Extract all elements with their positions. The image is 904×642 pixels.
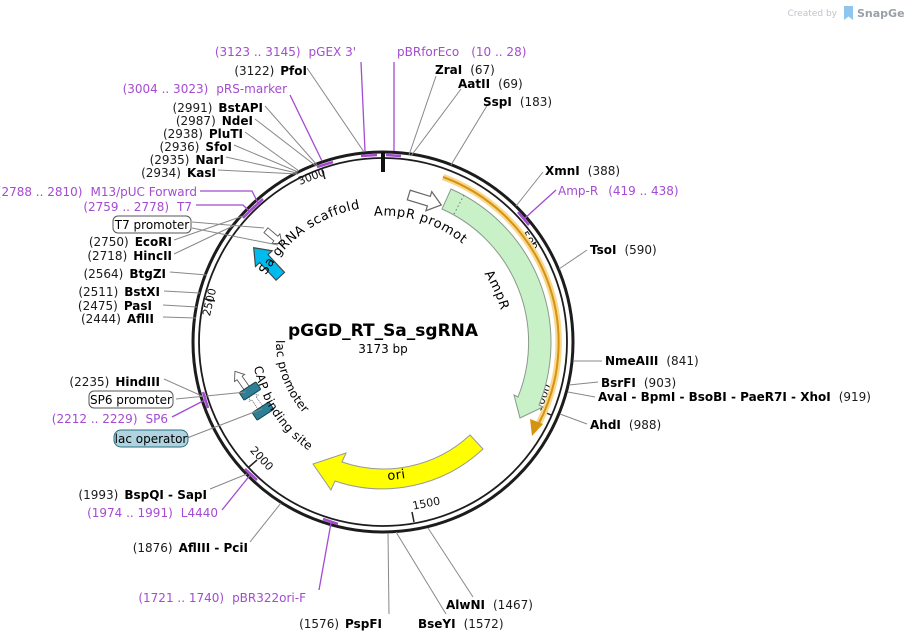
site-label-aatII[interactable]: AatII (69) (458, 77, 523, 91)
primer-label-prs-marker[interactable]: (3004 .. 3023) pRS-marker (123, 82, 287, 96)
site-label-avaI-multi[interactable]: AvaI - BpmI - BsoBI - PaeR7I - XhoI (919) (598, 390, 871, 404)
lac-operator-boxed-label[interactable]: lac operator (113, 429, 189, 448)
sp6-promoter-box-text: SP6 promoter (90, 393, 172, 407)
snapgene-credit: Created by SnapGene (787, 6, 904, 20)
site-leader-lines (162, 67, 602, 615)
site-label-ahdI[interactable]: AhdI (988) (590, 418, 661, 432)
site-label-sfoI[interactable]: (2936) SfoI (160, 140, 232, 154)
site-label-pfoI[interactable]: (3122) PfoI (234, 64, 307, 78)
site-label-sspI[interactable]: SspI (183) (483, 95, 552, 109)
primer-label-t7[interactable]: (2759 .. 2778) T7 (83, 200, 192, 214)
primer-label-pbrforeco[interactable]: pBRforEco (10 .. 28) (397, 45, 526, 59)
site-label-xmnI[interactable]: XmnI (388) (545, 164, 620, 178)
snapgene-logo-icon (844, 6, 853, 20)
plasmid-size: 3173 bp (358, 342, 408, 356)
t7-promoter-boxed-label[interactable]: T7 promoter (112, 215, 192, 234)
cap-binding-site-box[interactable] (252, 401, 274, 421)
site-label-ecorI[interactable]: (2750) EcoRI (89, 235, 172, 249)
site-label-zraI[interactable]: ZraI (67) (435, 63, 495, 77)
site-label-ndeI[interactable]: (2987) NdeI (176, 114, 253, 128)
site-label-bspqI-sapI[interactable]: (1993) BspQI - SapI (78, 488, 207, 502)
primer-labels: (3123 .. 3145) pGEX 3' pBRforEco (10 .. 28… (0, 45, 679, 605)
site-label-plutI[interactable]: (2938) PluTI (163, 127, 243, 141)
primer-leader-lines (171, 61, 557, 591)
lac-operator-box-text: lac operator (115, 432, 188, 446)
primer-label-pbr322ori-f[interactable]: (1721 .. 1740) pBR322ori-F (138, 591, 306, 605)
sgrna-scaffold-arrow[interactable] (245, 240, 288, 284)
site-label-kasI[interactable]: (2934) KasI (141, 166, 216, 180)
site-label-bstxI[interactable]: (2511) BstXI (78, 285, 160, 299)
ampr-promoter-arrow[interactable] (406, 185, 444, 214)
lac-promoter-arrow[interactable] (230, 368, 252, 392)
site-label-aflII[interactable]: (2444) AflII (81, 312, 154, 326)
site-label-hincII[interactable]: (2718) HincII (87, 249, 172, 263)
primer-ticks (201, 153, 530, 526)
ori-arrow[interactable] (312, 434, 484, 492)
credit-brand: SnapGene (857, 7, 904, 20)
site-label-narI[interactable]: (2935) NarI (150, 153, 224, 167)
restriction-site-labels-right: BseYI (1572) AlwNI (1467) ZraI (67) AatII (6… (418, 63, 871, 631)
site-label-aflIII-pciI[interactable]: (1876) AflIII - PciI (133, 541, 248, 555)
site-label-pasI[interactable]: (2475) PasI (78, 299, 152, 313)
primer-label-m13-puc-forward[interactable]: (2788 .. 2810) M13/pUC Forward (0, 185, 197, 199)
t7-promoter-arrow[interactable] (262, 225, 286, 248)
t7-promoter-box-text: T7 promoter (114, 218, 190, 232)
site-label-tsoI[interactable]: TsoI (590) (590, 243, 657, 257)
site-label-btgzI[interactable]: (2564) BtgZI (83, 267, 166, 281)
restriction-site-labels-left: (3122) PfoI (2991) BstAPI (2987) NdeI (2938… (69, 64, 382, 631)
credit-text: Created by (787, 9, 837, 19)
tick-label-1500: 1500 (411, 495, 441, 513)
site-label-alwnI[interactable]: AlwNI (1467) (446, 598, 533, 612)
site-label-bsrfI[interactable]: BsrFI (903) (601, 376, 676, 390)
primer-label-pgex3[interactable]: (3123 .. 3145) pGEX 3' (215, 45, 356, 59)
tick-label-2000: 2000 (247, 444, 276, 473)
site-label-nmeaIII[interactable]: NmeAIII (841) (605, 354, 699, 368)
plasmid-title: pGGD_RT_Sa_sgRNA (288, 321, 479, 341)
ampr-label[interactable]: AmpR (481, 268, 512, 312)
ampr-cds-arrow[interactable] (441, 188, 552, 419)
lac-operator-box[interactable] (239, 381, 261, 401)
primer-label-l4440[interactable]: (1974 .. 1991) L4440 (87, 506, 218, 520)
site-label-bseyI[interactable]: BseYI (1572) (418, 617, 504, 631)
ampr-gene-arc[interactable] (441, 173, 562, 436)
primer-label-sp6[interactable]: (2212 .. 2229) SP6 (52, 412, 168, 426)
site-label-hindIII[interactable]: (2235) HindIII (69, 375, 160, 389)
sp6-promoter-boxed-label[interactable]: SP6 promoter (88, 390, 174, 409)
ori-label[interactable]: ori (387, 467, 407, 484)
site-label-pspfI[interactable]: (1576) PspFI (299, 617, 382, 631)
primer-label-amp-r[interactable]: Amp-R (419 .. 438) (558, 184, 679, 198)
tick-label-2500: 2500 (200, 287, 219, 317)
site-label-bstapI[interactable]: (2991) BstAPI (173, 101, 263, 115)
